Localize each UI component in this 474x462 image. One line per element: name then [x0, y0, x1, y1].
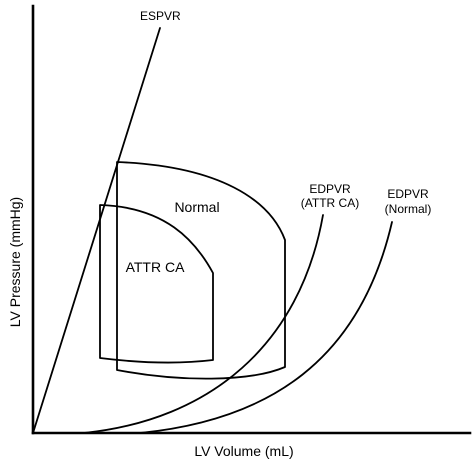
edpvr-attr-curve	[83, 214, 324, 434]
edpvr-attr-label-line1: EDPVR	[309, 182, 351, 196]
y-axis-title: LV Pressure (mmHg)	[7, 197, 23, 327]
x-axis-title: LV Volume (mL)	[194, 443, 293, 459]
normal-pv-loop	[116, 161, 286, 380]
edpvr-normal-label-line2: (Normal)	[385, 202, 432, 216]
normal-loop-label: Normal	[174, 199, 219, 215]
edpvr-normal-label-line1: EDPVR	[387, 187, 429, 201]
espvr-label: ESPVR	[140, 9, 181, 23]
attr-ca-loop-label: ATTR CA	[126, 259, 186, 275]
espvr-line	[32, 27, 161, 434]
attr-ca-pv-loop	[99, 204, 214, 364]
edpvr-normal-curve	[139, 221, 393, 434]
edpvr-attr-label-line2: (ATTR CA)	[301, 196, 359, 210]
